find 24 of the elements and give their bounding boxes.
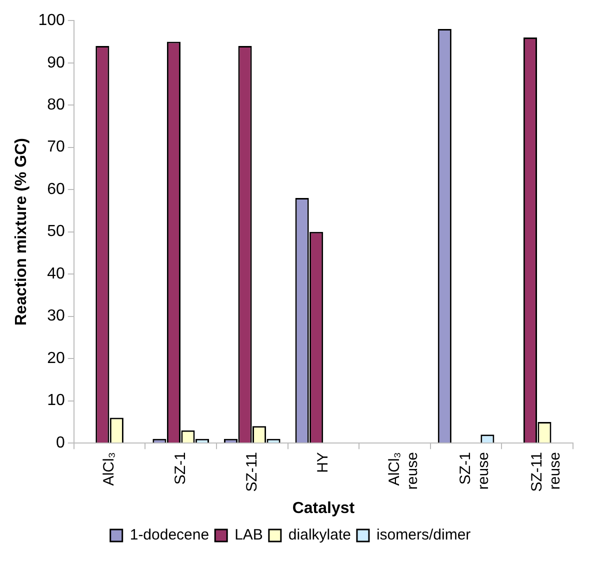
y-tick-label: 60 (47, 180, 65, 198)
y-tick-label: 40 (47, 265, 65, 282)
y-tick-label: 50 (47, 223, 65, 240)
legend-label: dialkylate (288, 526, 351, 544)
x-tick-label: SZ-1 (172, 452, 189, 485)
y-axis-title: Reaction mixture (% GC) (13, 138, 30, 326)
x-axis-title: Catalyst (292, 500, 356, 517)
y-tick-label: 90 (47, 54, 65, 72)
x-tick-label: SZ-11 (243, 452, 260, 492)
x-tick-label: SZ-11 reuse (528, 452, 564, 492)
y-tick-label: 10 (47, 392, 65, 410)
y-tick-label: 70 (47, 138, 65, 156)
legend-label: LAB (234, 526, 263, 544)
y-tick-label: 80 (47, 96, 65, 114)
legend-label: isomers/dimer (376, 526, 471, 544)
y-tick-label: 100 (38, 12, 65, 30)
x-tick-label: AlCl₃ reuse (386, 452, 421, 490)
y-tick-label: 30 (47, 308, 65, 325)
legend-label: 1-dodecene (130, 526, 210, 544)
y-tick-label: 20 (47, 350, 65, 367)
x-tick-label: HY (314, 452, 332, 473)
x-tick-label: SZ-1 reuse (457, 452, 492, 490)
y-tick-label: 0 (56, 434, 65, 452)
x-tick-label: AlCl₃ (100, 452, 118, 486)
